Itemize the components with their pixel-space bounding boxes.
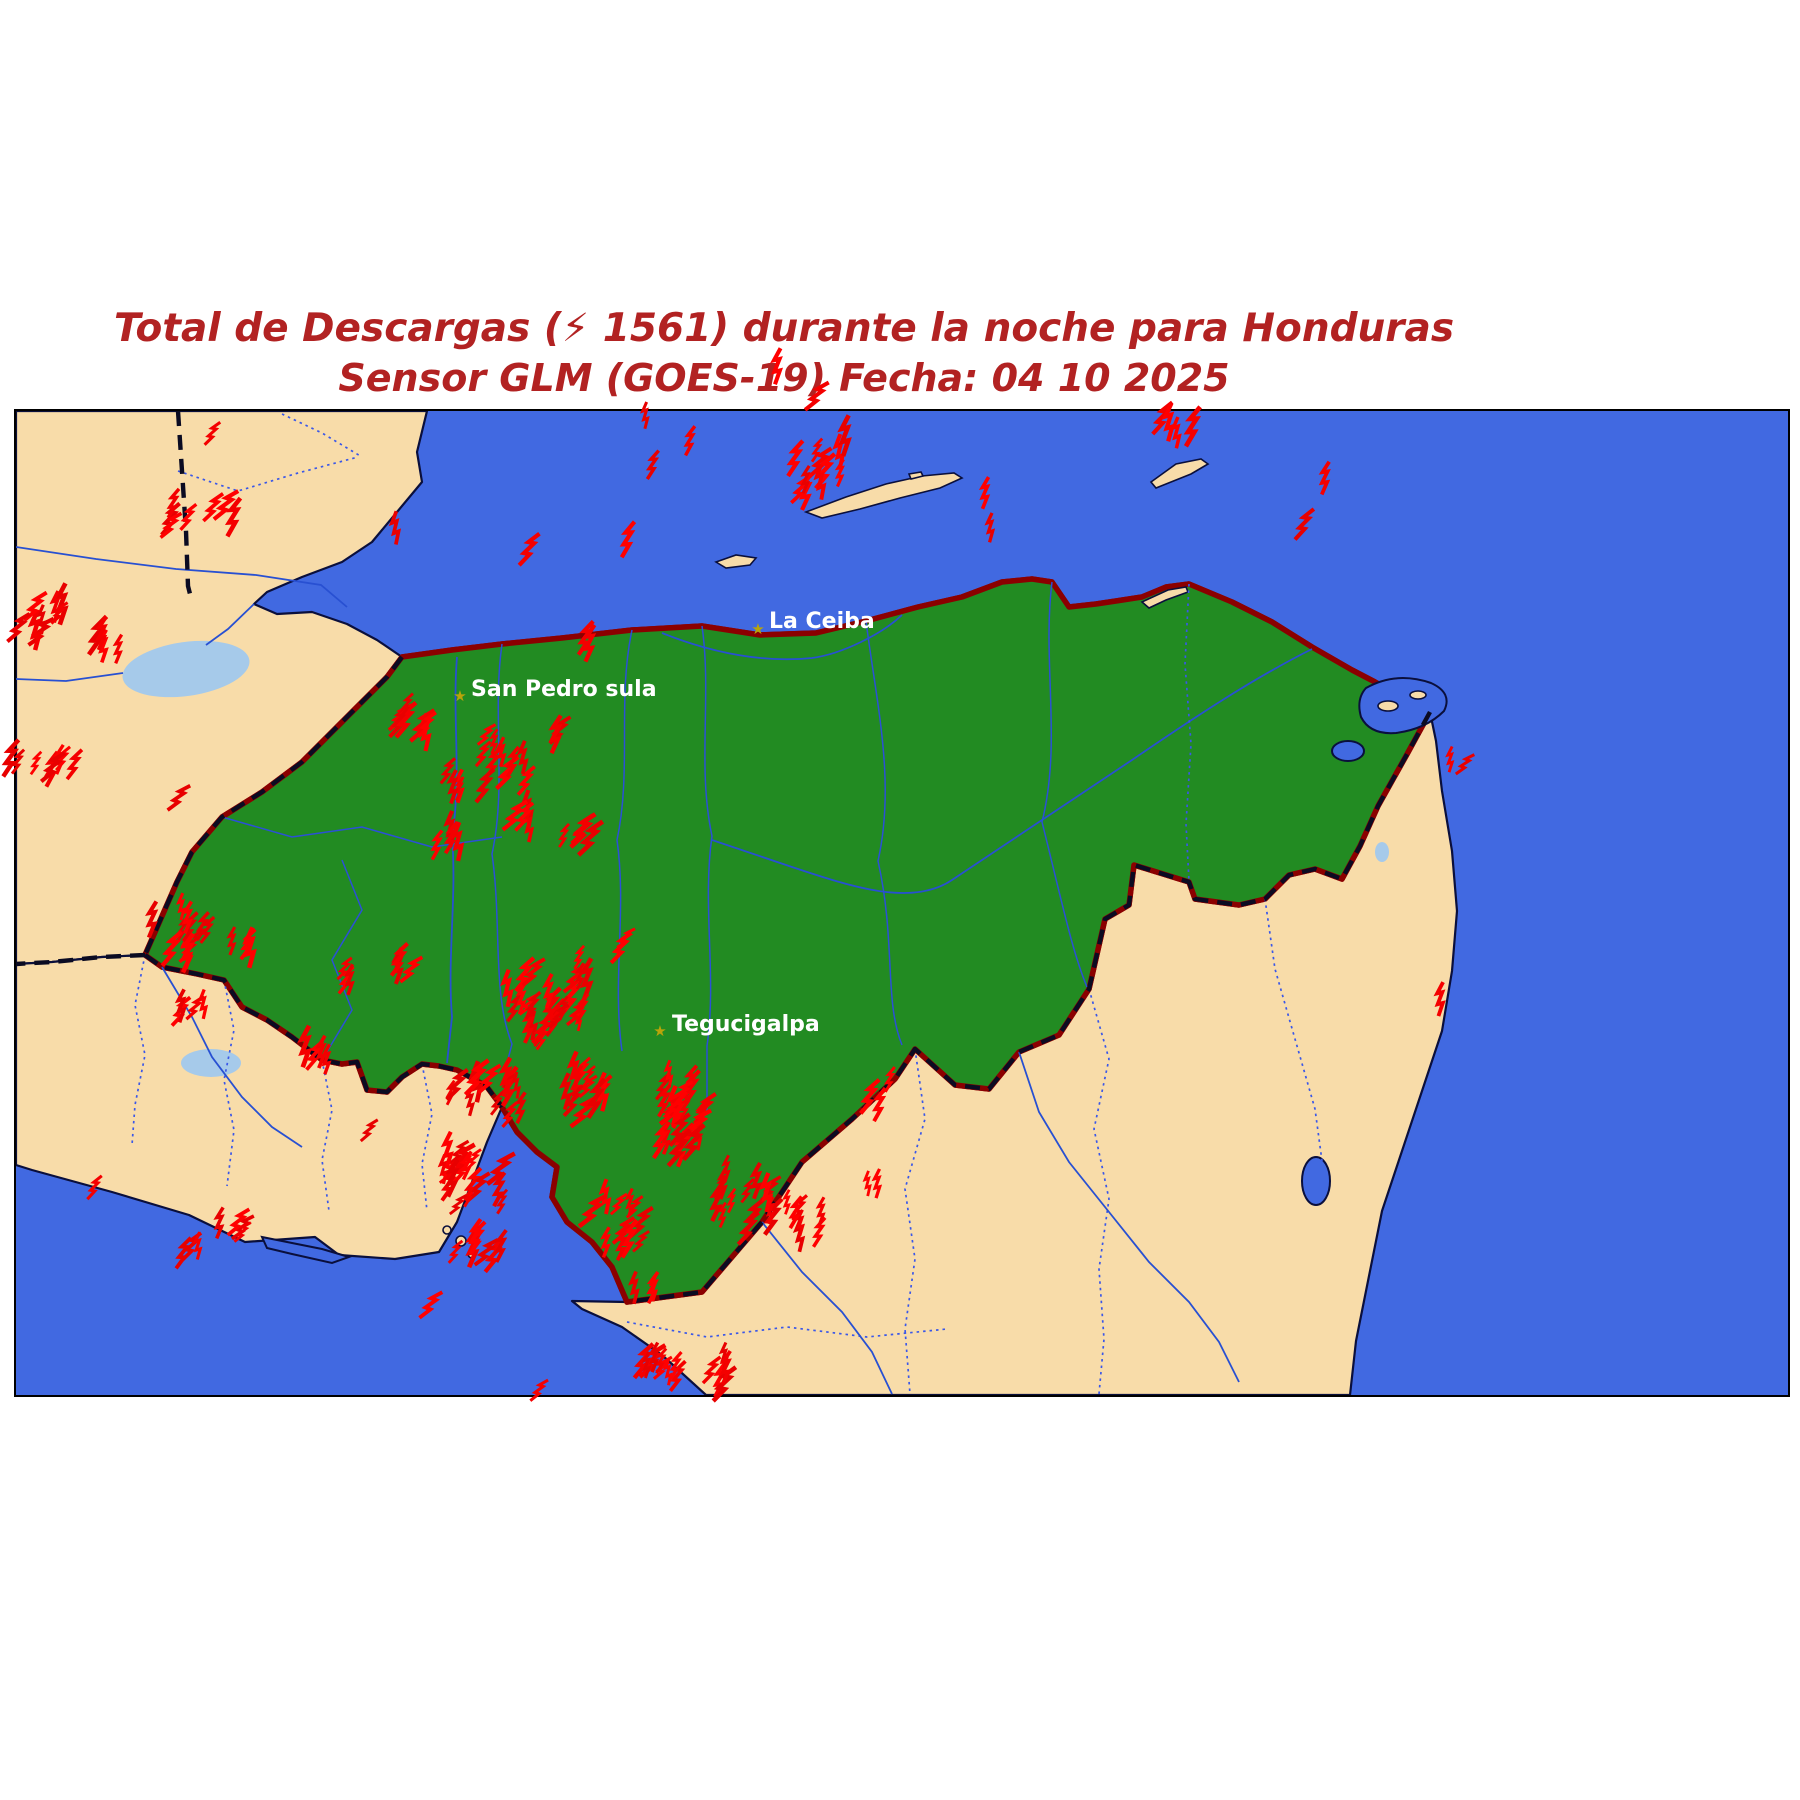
ni-dept-line-2 [1088,988,1110,1395]
guatemala-dept-line [177,456,359,492]
gulf-islet-3 [442,1225,452,1235]
small-lagoon [1375,842,1389,862]
figure-title: Total de Descargas (⚡ 1561) durante la n… [114,306,1454,400]
gulf-islet-2 [467,1249,477,1259]
bay-river [205,603,255,646]
small-islet [907,471,925,480]
hn-dept-line-5 [321,859,363,1061]
hn-dept-line-6 [865,620,903,1046]
title-line-2: Sensor GLM (GOES-19) Fecha: 04 10 2025 [338,356,1230,400]
ni-dept-line-3 [626,1321,948,1338]
ni-dept-line-4 [1264,898,1323,1162]
lake-outflow [16,672,124,682]
hn-dept-line-7 [1041,581,1088,988]
ni-dept-line-1 [904,1048,926,1395]
hn-dept-line-3 [701,625,713,1111]
map-frame [14,409,1790,1397]
gulf-islet [455,1235,467,1247]
jiquilisco-inlet [260,1235,353,1265]
es-dept-line-1 [131,954,146,1146]
elsalvador-honduras-border [143,953,504,1109]
ni-river-2 [1018,1051,1240,1383]
hn-dept-line-2 [616,629,633,1052]
lagoon-islet [1377,700,1399,712]
guanaja-island [1149,458,1210,489]
nicaragua-lagoon [1301,1156,1331,1206]
title-line-1: Total de Descargas (⚡ 1561) durante la n… [113,306,1455,351]
map-svg [16,411,1788,1395]
ni-river-1 [761,1221,893,1395]
guatemala-dept-line-2 [281,413,363,458]
utila-island [714,554,758,569]
guatemala-honduras-border [142,655,404,956]
lagoon-islet-2 [1409,690,1427,700]
es-dept-line-4 [421,1063,433,1212]
hn-dept-line-8 [1184,583,1192,882]
lake-izabal [122,640,250,698]
honduras-nicaragua-border [626,710,1432,1305]
lagoon-2 [1331,740,1365,762]
guatemala-river [16,546,348,608]
es-dept-line-2 [223,979,235,1187]
roatan-island [803,472,964,519]
